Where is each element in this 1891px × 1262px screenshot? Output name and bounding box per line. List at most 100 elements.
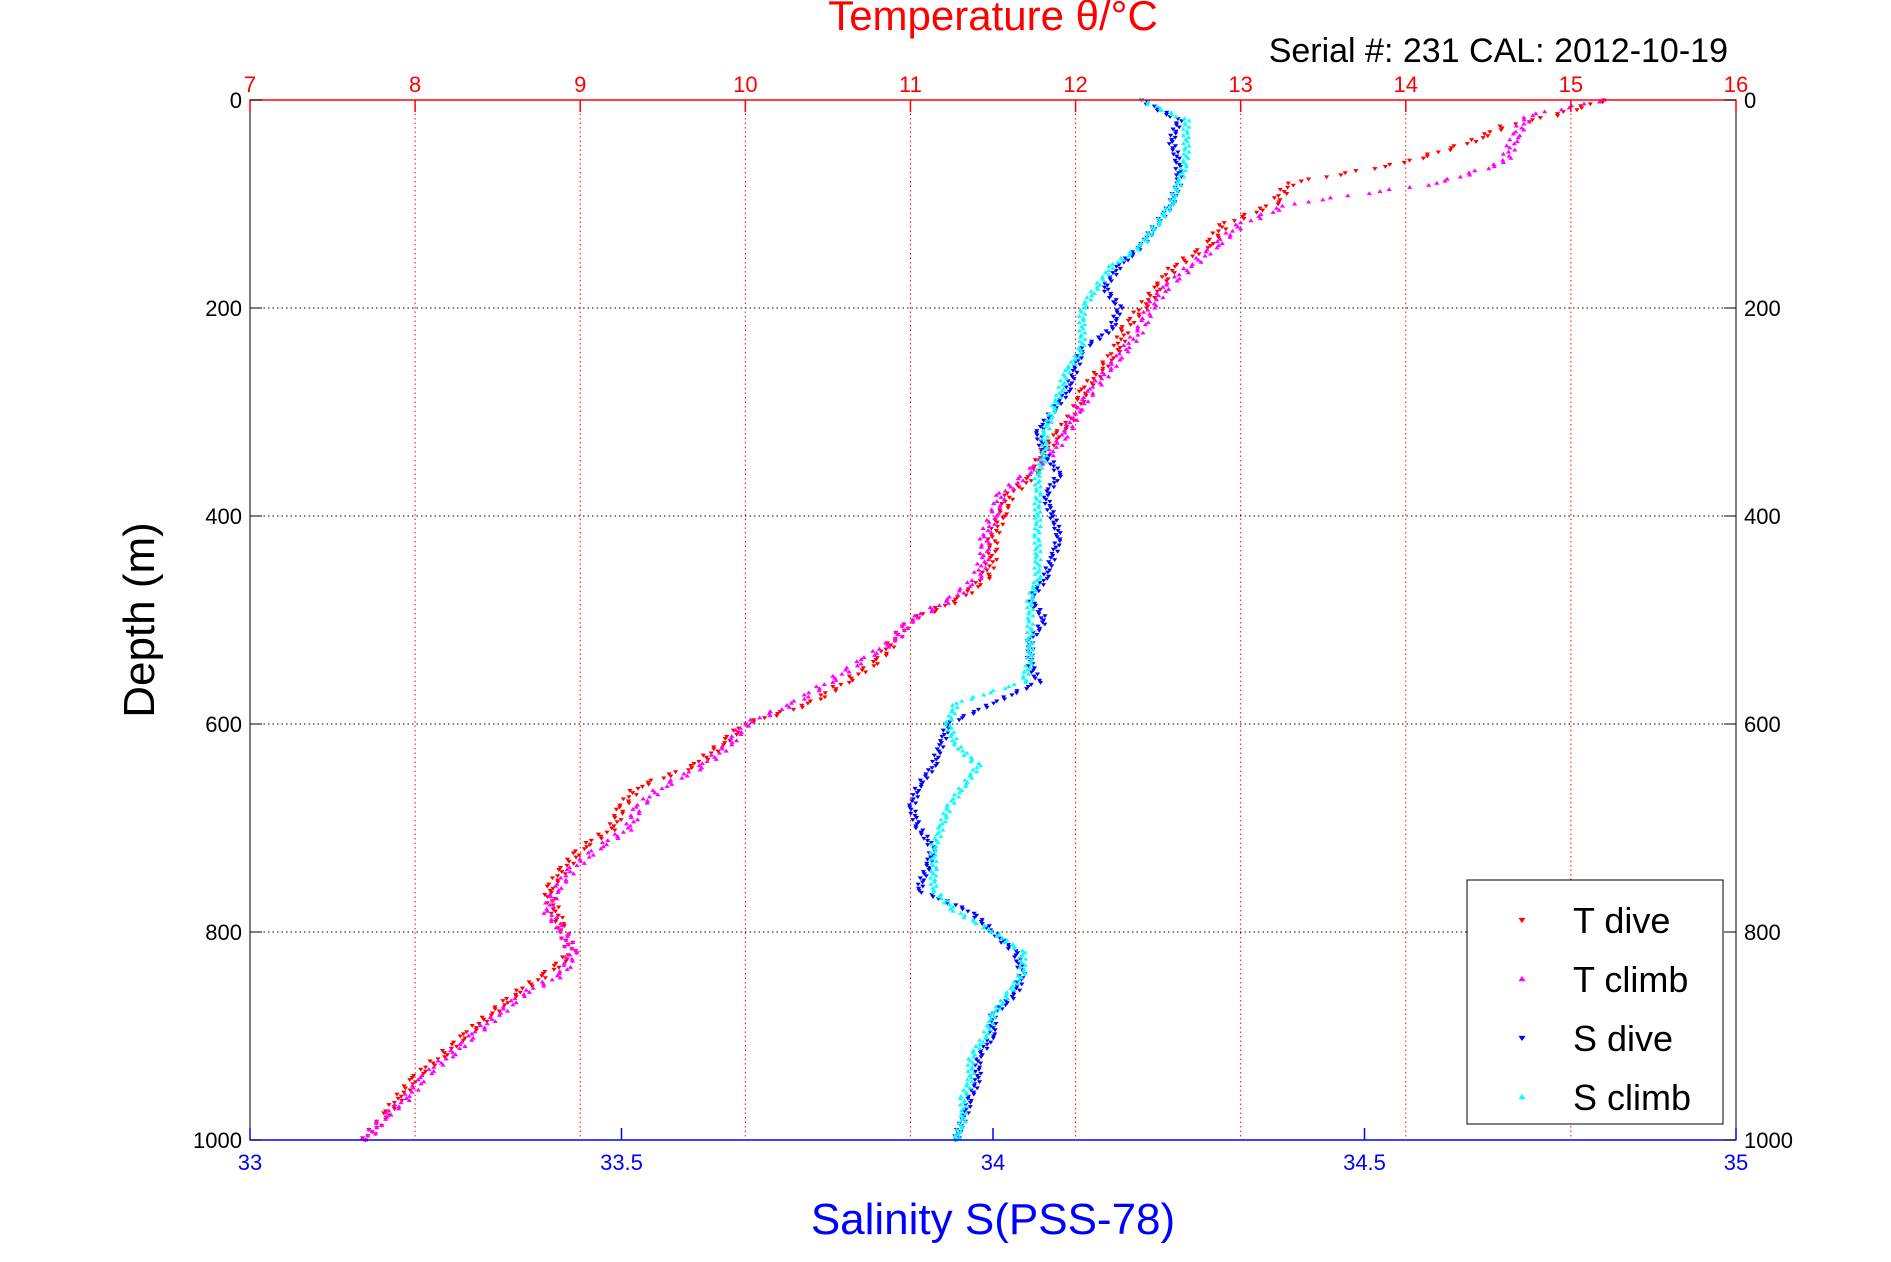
- data-point: [986, 576, 993, 581]
- data-point: [630, 791, 636, 795]
- data-point: [628, 813, 634, 818]
- data-point: [1050, 433, 1057, 438]
- data-point: [1172, 158, 1178, 163]
- data-point: [1016, 485, 1022, 490]
- data-point: [927, 605, 933, 610]
- data-point: [961, 915, 967, 919]
- data-point: [1032, 559, 1038, 564]
- data-point: [1033, 521, 1039, 526]
- data-point: [1126, 341, 1132, 345]
- data-point: [1113, 298, 1119, 303]
- data-point: [691, 761, 697, 766]
- data-point: [599, 840, 606, 845]
- data-point: [930, 895, 936, 899]
- data-point: [381, 1111, 387, 1116]
- data-point: [464, 1030, 470, 1035]
- data-point: [1097, 282, 1103, 287]
- data-point: [973, 921, 979, 926]
- data-point: [955, 1131, 961, 1136]
- data-point: [1558, 107, 1565, 112]
- data-point: [1155, 216, 1161, 221]
- data-point: [915, 795, 921, 800]
- data-point: [719, 744, 725, 749]
- data-point: [926, 868, 932, 872]
- data-point: [1041, 572, 1047, 577]
- data-point: [1178, 182, 1184, 187]
- data-point: [1016, 977, 1022, 982]
- data-point: [1457, 174, 1463, 179]
- data-point: [961, 1087, 967, 1092]
- data-point: [958, 1129, 964, 1134]
- data-point: [1181, 147, 1188, 152]
- data-point: [969, 1079, 975, 1084]
- data-point: [1056, 384, 1062, 389]
- data-point: [1165, 277, 1171, 282]
- data-point: [989, 535, 995, 540]
- data-point: [944, 802, 951, 807]
- data-point: [991, 501, 997, 506]
- data-point: [569, 946, 575, 951]
- data-point: [766, 711, 772, 716]
- data-point: [1010, 997, 1017, 1001]
- data-point: [949, 709, 955, 714]
- data-point: [1160, 284, 1166, 289]
- data-point: [1037, 549, 1044, 553]
- data-point: [1173, 173, 1180, 178]
- data-point: [450, 1040, 457, 1045]
- data-point: [1596, 99, 1603, 104]
- data-point: [383, 1116, 389, 1121]
- data-point: [574, 863, 580, 867]
- data-point: [1050, 449, 1056, 454]
- data-point: [1024, 630, 1030, 635]
- data-point: [1163, 205, 1169, 210]
- data-point: [1101, 278, 1107, 283]
- data-point: [1030, 640, 1036, 645]
- series-layer: [360, 97, 1607, 1143]
- data-point: [1085, 399, 1091, 404]
- data-point: [567, 952, 573, 957]
- data-point: [1075, 405, 1081, 410]
- data-point: [1366, 191, 1372, 196]
- data-point: [913, 816, 920, 820]
- data-point: [830, 680, 836, 684]
- data-point: [923, 874, 929, 879]
- data-point: [1101, 372, 1107, 377]
- data-point: [1033, 519, 1040, 524]
- data-point: [646, 794, 653, 799]
- data-point: [1147, 293, 1153, 298]
- data-point: [1090, 393, 1096, 397]
- data-point: [1079, 387, 1085, 392]
- data-point: [556, 971, 563, 976]
- data-point: [955, 794, 962, 799]
- data-point: [1181, 266, 1187, 271]
- data-point: [1072, 366, 1078, 371]
- data-point: [916, 888, 922, 893]
- data-point: [563, 959, 569, 964]
- data-point: [1037, 469, 1043, 474]
- data-point: [892, 638, 898, 643]
- data-point: [1177, 165, 1184, 169]
- data-point: [1051, 481, 1057, 486]
- data-point: [1345, 193, 1351, 198]
- data-point: [1000, 522, 1006, 527]
- data-point: [912, 809, 919, 814]
- data-point: [949, 738, 955, 743]
- data-point: [542, 900, 549, 905]
- data-point: [450, 1054, 456, 1059]
- data-point: [971, 1090, 977, 1095]
- data-point: [1022, 962, 1028, 967]
- data-point: [1089, 293, 1095, 298]
- data-point: [1148, 313, 1154, 318]
- data-point: [1196, 252, 1202, 257]
- data-point: [991, 566, 997, 571]
- data-point: [992, 515, 998, 520]
- data-point: [1075, 355, 1082, 360]
- data-point: [1015, 476, 1021, 481]
- data-point: [970, 1071, 977, 1075]
- data-point: [1071, 377, 1077, 382]
- data-point: [979, 922, 985, 927]
- data-point: [724, 734, 730, 739]
- data-point: [921, 872, 927, 877]
- data-point: [1028, 661, 1034, 666]
- data-point: [790, 707, 797, 712]
